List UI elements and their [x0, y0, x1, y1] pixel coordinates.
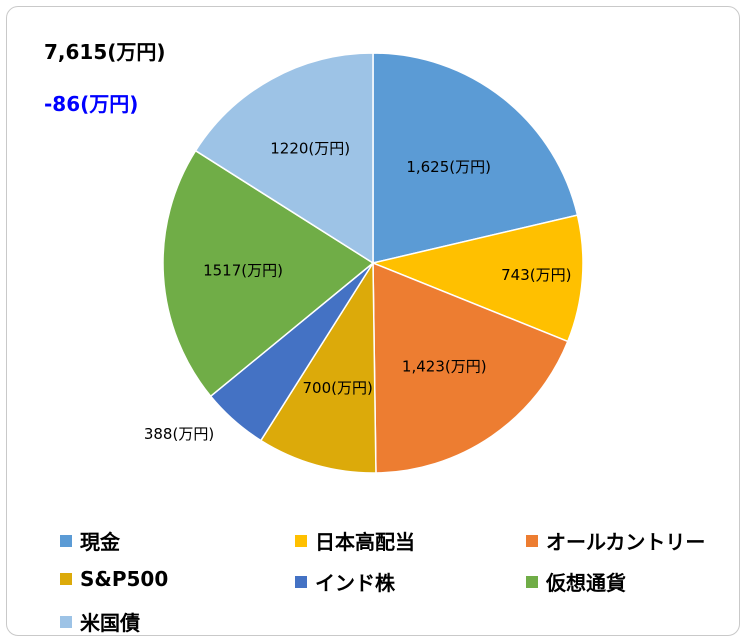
- legend-swatch-5: [526, 575, 538, 588]
- pie-slice-6: [194, 52, 374, 265]
- legend-item-6: 米国債: [60, 607, 140, 636]
- pie-slice-5: [162, 149, 375, 398]
- legend-label-3: S&P500: [80, 567, 169, 591]
- legend-swatch-0: [60, 534, 72, 547]
- pie-labels: 1,625(万円) 743(万円) 1,423(万円) 700(万円) 388(万円) 1…: [144, 139, 572, 442]
- pie-slice-0: [372, 52, 579, 264]
- slice-label-2: 1,423(万円): [402, 357, 487, 375]
- legend-item-4: インド株: [295, 567, 395, 596]
- legend-label-6: 米国債: [80, 611, 140, 635]
- legend-label-5: 仮想通貨: [546, 571, 626, 595]
- pie-slice-3: [259, 260, 377, 474]
- pie-slice-1: [370, 214, 584, 343]
- slice-label-3: 700(万円): [303, 379, 373, 397]
- legend-swatch-4: [295, 575, 307, 588]
- slice-label-0: 1,625(万円): [406, 158, 491, 176]
- legend-item-5: 仮想通貨: [526, 567, 626, 596]
- pie-slices: [162, 52, 584, 474]
- change-value: -86(万円): [44, 92, 139, 116]
- slice-label-5: 1517(万円): [203, 261, 283, 279]
- legend-swatch-6: [60, 615, 72, 628]
- legend-swatch-2: [526, 534, 538, 547]
- legend-label-1: 日本高配当: [315, 530, 415, 554]
- slice-label-1: 743(万円): [501, 266, 571, 284]
- total-value: 7,615(万円): [44, 40, 166, 64]
- legend-item-0: 現金: [60, 526, 120, 555]
- legend-swatch-1: [295, 534, 307, 547]
- legend-item-2: オールカントリー: [526, 526, 705, 555]
- slice-label-6: 1220(万円): [270, 139, 350, 157]
- legend-label-0: 現金: [80, 530, 120, 554]
- legend-swatch-3: [60, 573, 72, 585]
- legend-item-1: 日本高配当: [295, 526, 415, 555]
- slice-label-4: 388(万円): [144, 425, 214, 443]
- legend-label-4: インド株: [315, 571, 395, 595]
- pie-slice-2: [372, 261, 569, 474]
- legend-label-2: オールカントリー: [546, 530, 706, 554]
- legend-item-3: S&P500: [60, 567, 168, 591]
